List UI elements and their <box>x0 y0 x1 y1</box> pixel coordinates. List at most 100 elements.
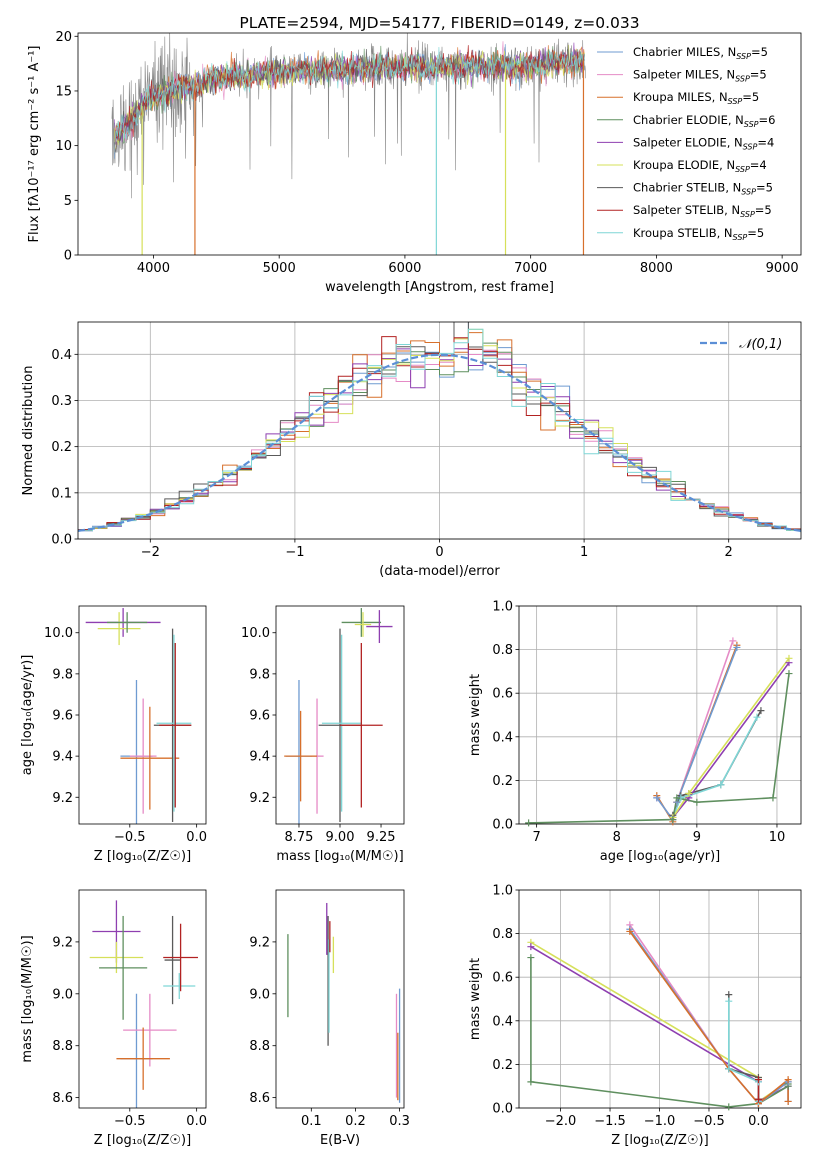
weight-marker <box>725 991 733 999</box>
x-tick-label: 9.25 <box>367 830 396 845</box>
weight-marker <box>527 954 535 962</box>
axes-frame <box>78 605 207 825</box>
x-tick-label: 8 <box>613 830 621 845</box>
y-tick-label: 9.4 <box>52 750 73 765</box>
chart-age_vs_Z: −0.5 0.0 9.2 9.4 9.6 9.8 10.0 Z [log₁₀(Z/Z☉)] ag… <box>20 605 207 864</box>
normal-curve <box>78 353 801 532</box>
legend-entry: 𝒩(0,1) <box>739 337 782 352</box>
x-axis-label: mass [log₁₀(M/M☉)] <box>276 849 403 864</box>
weight-marker <box>757 707 765 715</box>
weight-line-salpeter_miles <box>656 640 734 822</box>
y-tick-label: 0.0 <box>492 1102 513 1117</box>
y-tick-label: 0.4 <box>492 1014 513 1029</box>
axes-frame <box>518 889 802 1109</box>
weight-marker <box>725 1103 733 1111</box>
x-tick-label: −2 <box>141 545 160 560</box>
x-tick-label: 1 <box>580 545 588 560</box>
legend-entry: Chabrier MILES, NSSP=5 <box>633 45 768 61</box>
y-tick-label: 8.8 <box>52 1039 73 1054</box>
weight-line-chabrier_elodie <box>528 673 790 824</box>
x-tick-label: 9000 <box>766 261 799 276</box>
model-spectrum-kroupa_stelib <box>114 46 585 153</box>
y-tick-label: 9.0 <box>249 987 270 1002</box>
weight-marker <box>725 997 733 1005</box>
weight-marker <box>784 1076 792 1084</box>
y-tick-label: 0.4 <box>492 730 513 745</box>
y-tick-label: 0.2 <box>51 440 72 455</box>
x-tick-label: 0.3 <box>389 1114 410 1129</box>
axes-frame <box>518 605 802 825</box>
y-tick-label: 9.2 <box>52 935 73 950</box>
x-tick-label: 10 <box>769 830 786 845</box>
chart-residuals: −2 −1 0 1 2 0.0 0.1 0.2 0.3 0.4 (data-model)/error… <box>21 321 802 579</box>
histogram-kroupa_stelib <box>78 328 801 533</box>
chart-title: PLATE=2594, MJD=54177, FIBERID=0149, z=0… <box>239 14 639 32</box>
weight-marker <box>729 637 737 645</box>
plot-area <box>85 608 192 824</box>
chart-weight_vs_Z: −2.0 −1.5 −1.0 −0.5 0.0 0.0 0.2 0.4 0.6 0.8 1.0 Z [… <box>468 884 802 1148</box>
y-tick-label: 10 <box>55 139 72 154</box>
weight-marker <box>725 1065 733 1073</box>
weight-marker <box>527 943 535 951</box>
x-tick-label: 8.75 <box>284 830 313 845</box>
y-tick-label: 10.0 <box>44 626 73 641</box>
plot-area <box>284 608 393 824</box>
y-axis-label: mass [log₁₀(M/M☉)] <box>20 935 35 1062</box>
weight-marker <box>784 1097 792 1105</box>
x-tick-label: −0.5 <box>693 1114 725 1129</box>
y-tick-label: 9.4 <box>249 750 270 765</box>
y-tick-label: 9.6 <box>249 709 270 724</box>
y-tick-label: 5 <box>64 194 72 209</box>
x-axis-label: wavelength [Angstrom, rest frame] <box>325 280 554 295</box>
x-tick-label: 0.0 <box>186 1114 207 1129</box>
x-tick-label: 7 <box>532 830 540 845</box>
y-tick-label: 0.2 <box>492 1058 513 1073</box>
plot-area <box>89 900 198 1108</box>
y-tick-label: 9.2 <box>52 791 73 806</box>
x-tick-label: −0.5 <box>114 1114 146 1129</box>
chart-weight_vs_age: 7 8 9 10 0.0 0.2 0.4 0.6 0.8 1.0 age [log₁₀(age/yr… <box>468 600 802 864</box>
y-tick-label: 8.6 <box>52 1091 73 1106</box>
weight-marker <box>785 670 793 678</box>
y-tick-label: 15 <box>55 84 72 99</box>
weight-line-chabrier_stelib <box>727 994 760 1100</box>
y-tick-label: 8.6 <box>249 1091 270 1106</box>
y-tick-label: 1.0 <box>492 600 513 615</box>
x-tick-label: 6000 <box>388 261 421 276</box>
chart-age_vs_mass: 8.75 9.00 9.25 9.2 9.4 9.6 9.8 10.0 mass [log₁₀(… <box>241 605 405 864</box>
x-tick-label: 0.2 <box>345 1114 366 1129</box>
y-tick-label: 1.0 <box>492 884 513 899</box>
y-tick-label: 0.0 <box>51 533 72 548</box>
y-tick-label: 0.1 <box>51 486 72 501</box>
axes-frame <box>275 889 405 1109</box>
y-tick-label: 9.8 <box>52 667 73 682</box>
plot-area <box>111 33 586 255</box>
y-tick-label: 9.0 <box>52 987 73 1002</box>
legend-entry: Chabrier ELODIE, NSSP=6 <box>633 113 775 129</box>
y-tick-label: 0.8 <box>492 927 513 942</box>
y-tick-label: 0.6 <box>492 687 513 702</box>
legend-entry: Salpeter MILES, NSSP=5 <box>633 68 767 84</box>
x-tick-label: −2.0 <box>545 1114 577 1129</box>
y-tick-label: 0.0 <box>492 818 513 833</box>
x-tick-label: 5000 <box>263 261 296 276</box>
x-tick-label: 2 <box>725 545 733 560</box>
y-axis-label: Normed distribution <box>21 366 36 496</box>
x-axis-label: age [log₁₀(age/yr)] <box>600 849 721 864</box>
x-tick-label: 9 <box>693 830 701 845</box>
x-axis-label: Z [log₁₀(Z/Z☉)] <box>94 1133 191 1148</box>
y-axis-label: mass weight <box>468 958 483 1040</box>
weight-marker <box>685 789 693 797</box>
chart-spectrum: 4000 5000 6000 7000 8000 9000 0 5 10 15 20 waveleng… <box>27 14 802 295</box>
x-tick-label: −1.5 <box>594 1114 626 1129</box>
weight-marker <box>673 794 681 802</box>
y-tick-label: 9.8 <box>249 667 270 682</box>
y-axis-label: age [log₁₀(age/yr)] <box>20 655 35 776</box>
x-tick-label: 9.00 <box>326 830 355 845</box>
x-tick-label: 7000 <box>514 261 547 276</box>
y-axis-label: mass weight <box>468 674 483 756</box>
axes-frame <box>275 605 405 825</box>
weight-line-salpeter_elodie <box>672 662 790 819</box>
y-tick-label: 0 <box>64 249 72 264</box>
